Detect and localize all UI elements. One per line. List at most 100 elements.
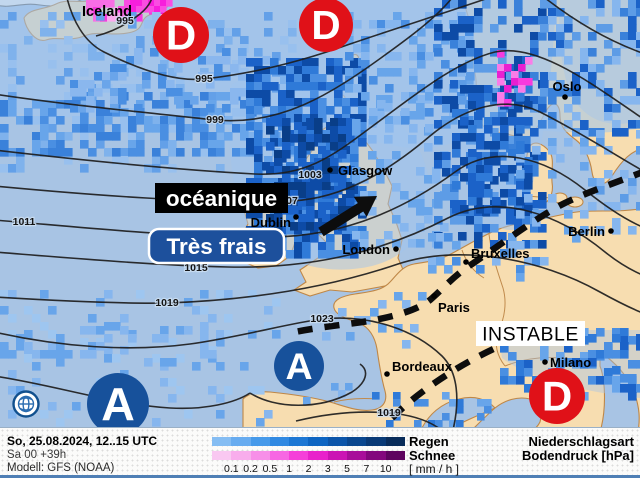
precip-cell xyxy=(482,0,491,9)
precip-cell xyxy=(514,216,523,225)
precip-cell xyxy=(460,205,469,214)
precip-cell xyxy=(8,370,17,379)
precip-cell xyxy=(118,88,127,97)
precip-cell xyxy=(256,386,265,395)
pressure-letter-d: D xyxy=(166,12,196,59)
precip-cell xyxy=(450,24,459,33)
precip-cell xyxy=(290,206,299,215)
precip-cell xyxy=(620,40,629,49)
precip-cell xyxy=(112,148,121,157)
precip-cell xyxy=(612,56,621,65)
precip-cell xyxy=(580,226,589,235)
precip-cell xyxy=(428,265,437,274)
precip-cell xyxy=(246,90,255,99)
precip-cell xyxy=(8,108,17,117)
precip-cell xyxy=(588,32,597,41)
precip-cell xyxy=(434,152,443,161)
precip-cell xyxy=(361,52,370,61)
precip-cell xyxy=(120,116,129,125)
precip-cell xyxy=(369,20,378,29)
precip-cell xyxy=(442,392,450,400)
precip-cell xyxy=(56,334,65,343)
precip-cell xyxy=(386,420,394,427)
precip-cell xyxy=(482,152,491,161)
precip-cell xyxy=(112,132,121,141)
precip-cell xyxy=(8,350,17,359)
precip-cell xyxy=(266,166,275,175)
precip-cell xyxy=(338,174,347,183)
precip-cell xyxy=(350,98,359,107)
precip-cell xyxy=(572,112,581,121)
precip-cell xyxy=(148,0,155,7)
precip-cell xyxy=(274,222,283,231)
precip-cell xyxy=(254,218,263,227)
precip-cell xyxy=(500,249,509,258)
precip-cell xyxy=(500,133,509,142)
precip-cell xyxy=(401,20,410,29)
precip-cell xyxy=(498,16,507,25)
precip-cell xyxy=(294,114,303,123)
precip-cell xyxy=(282,134,291,143)
precip-cell xyxy=(298,214,307,223)
precip-cell xyxy=(500,141,509,150)
precip-cell xyxy=(206,72,215,81)
precip-cell xyxy=(516,197,525,206)
precip-cell xyxy=(424,143,433,152)
precip-cell xyxy=(530,32,539,41)
precip-cell xyxy=(0,100,9,109)
precip-cell xyxy=(452,205,461,214)
precip-cell xyxy=(620,374,629,383)
precip-cell xyxy=(286,98,295,107)
precip-cell xyxy=(298,158,307,167)
precip-cell xyxy=(497,92,505,100)
precip-cell xyxy=(350,250,359,259)
precip-cell xyxy=(628,186,637,195)
precip-cell xyxy=(290,190,299,199)
precip-cell xyxy=(40,124,49,133)
precip-cell xyxy=(556,24,565,33)
precip-cell xyxy=(484,85,493,94)
precip-cell xyxy=(302,242,311,251)
precip-cell xyxy=(294,58,303,67)
pressure-letter-a: A xyxy=(101,378,135,427)
precip-cell xyxy=(361,36,370,45)
precip-cell xyxy=(580,16,589,25)
precip-cell xyxy=(298,182,307,191)
precip-cell xyxy=(636,0,640,9)
precip-cell xyxy=(604,170,613,179)
precip-cell xyxy=(338,150,347,159)
precip-cell xyxy=(346,182,355,191)
precip-cell xyxy=(262,178,271,187)
precip-cell xyxy=(32,100,41,109)
precip-cell xyxy=(334,66,343,75)
precip-cell xyxy=(216,140,225,149)
precip-cell xyxy=(184,92,193,101)
precip-cell xyxy=(160,132,169,141)
precip-cell xyxy=(288,44,297,53)
city-dot-oslo xyxy=(562,94,568,100)
precip-cell xyxy=(238,88,247,97)
precip-cell xyxy=(112,354,121,363)
precip-cell xyxy=(134,48,143,57)
precip-cell xyxy=(314,134,323,143)
precip-cell xyxy=(0,350,9,359)
precip-cell xyxy=(628,384,637,393)
precip-cell xyxy=(338,206,347,215)
precip-cell xyxy=(490,24,499,33)
colorbar-tick: 0.1 xyxy=(223,463,239,475)
precip-cell xyxy=(504,85,512,93)
precip-cell xyxy=(136,290,145,299)
colorbar-segment xyxy=(327,437,348,446)
precip-cell xyxy=(0,140,9,149)
precip-cell xyxy=(136,148,145,157)
annotation-box-tres-frais xyxy=(147,227,286,265)
precip-cell xyxy=(604,342,613,351)
precip-cell xyxy=(628,336,637,345)
precip-cell xyxy=(434,72,443,81)
city-label-dublin: Dublin xyxy=(251,215,291,230)
precip-cell xyxy=(184,132,193,141)
precip-cell xyxy=(482,224,491,233)
precip-cell xyxy=(516,360,525,369)
precip-cell xyxy=(158,80,167,89)
precip-cell xyxy=(530,72,539,81)
